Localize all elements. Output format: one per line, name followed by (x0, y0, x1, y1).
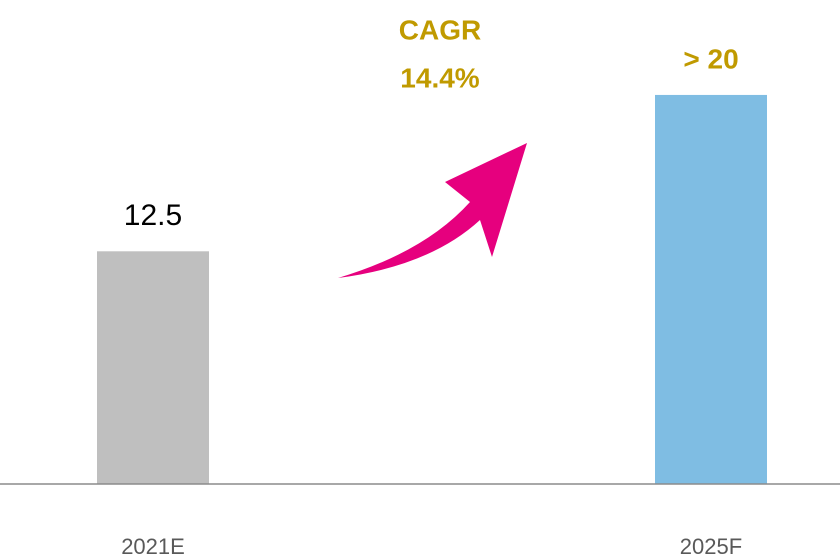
bar (97, 251, 209, 484)
value-label: > 20 (683, 43, 738, 74)
annotation: CAGR (399, 14, 481, 45)
bar (655, 94, 767, 484)
value-label: 12.5 (124, 199, 182, 232)
x-tick-label: 2025F (680, 534, 742, 555)
growth-arrow (338, 143, 527, 278)
x-tick-label: 2021E (121, 534, 185, 555)
annotation: 14.4% (400, 62, 479, 93)
